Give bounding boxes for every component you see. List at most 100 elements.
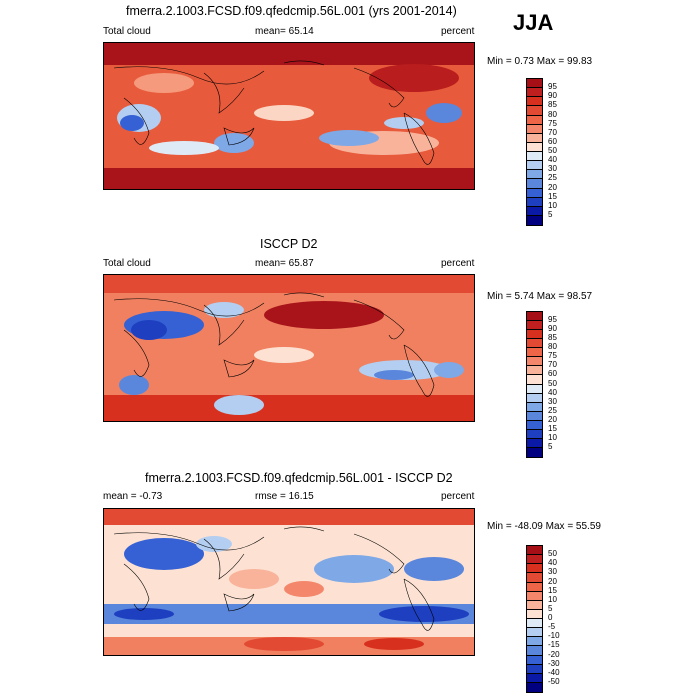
colorbar-tick-label: 15 [548, 585, 557, 595]
colorbar-tick-label: 75 [548, 118, 557, 128]
colorbar-swatch [527, 197, 542, 207]
panel3-map [103, 508, 475, 656]
panel1-units-label: percent [441, 26, 475, 37]
colorbar-swatch [527, 411, 542, 421]
colorbar-tick-label: 80 [548, 109, 557, 119]
colorbar-tick-label: 70 [548, 360, 557, 370]
colorbar-tick-label: 60 [548, 369, 557, 379]
colorbar-tick-label: 15 [548, 423, 557, 433]
panel3-title: fmerra.2.1003.FCSD.f09.qfedcmip.56L.001 … [145, 471, 453, 485]
colorbar-swatch [527, 115, 542, 125]
colorbar-tick-label: 50 [548, 549, 557, 559]
panel2-minmax: Min = 5.74 Max = 98.57 [487, 291, 593, 302]
colorbar-swatch [527, 161, 542, 171]
colorbar-tick-label: 90 [548, 324, 557, 334]
colorbar-tick-label: -30 [548, 658, 560, 668]
colorbar-swatch [527, 357, 542, 367]
panel1-map [103, 42, 475, 190]
colorbar-tick-label: 25 [548, 173, 557, 183]
colorbar-swatch [527, 133, 542, 143]
colorbar-swatch [527, 402, 542, 412]
colorbar-tick-label: 40 [548, 558, 557, 568]
colorbar-swatch [527, 348, 542, 358]
colorbar-swatch [527, 79, 542, 89]
colorbar-tick-label: 40 [548, 387, 557, 397]
colorbar-tick-label: 30 [548, 396, 557, 406]
colorbar-tick-label: 30 [548, 567, 557, 577]
colorbar-tick-label: -20 [548, 649, 560, 659]
colorbar-swatch [527, 447, 542, 457]
colorbar-tick-label: 50 [548, 378, 557, 388]
colorbar-tick-label: -40 [548, 667, 560, 677]
colorbar-swatch [527, 106, 542, 116]
colorbar-swatch [527, 619, 542, 629]
colorbar-swatch [527, 312, 542, 322]
colorbar-swatch [527, 420, 542, 430]
colorbar-tick-label: 95 [548, 315, 557, 325]
colorbar-swatch [527, 655, 542, 665]
colorbar-swatch [527, 179, 542, 189]
panel1-mean-label: mean= 65.14 [255, 26, 314, 37]
colorbar-swatch [527, 682, 542, 692]
colorbar-swatch [527, 555, 542, 565]
colorbar-swatch [527, 582, 542, 592]
colorbar-swatch [527, 609, 542, 619]
panel2-colorbar [526, 311, 543, 458]
colorbar-tick-label: 20 [548, 576, 557, 586]
colorbar-swatch [527, 646, 542, 656]
colorbar-tick-label: 75 [548, 351, 557, 361]
colorbar-swatch [527, 142, 542, 152]
colorbar-tick-label: 60 [548, 136, 557, 146]
colorbar-tick-label: -10 [548, 631, 560, 641]
colorbar-tick-label: 70 [548, 127, 557, 137]
colorbar-swatch [527, 564, 542, 574]
panel1-colorbar [526, 78, 543, 226]
panel3-units-label: percent [441, 491, 475, 502]
colorbar-swatch [527, 88, 542, 98]
colorbar-tick-label: 20 [548, 182, 557, 192]
colorbar-tick-label: 10 [548, 432, 557, 442]
panel2-mean-label: mean= 65.87 [255, 258, 314, 269]
colorbar-tick-label: 95 [548, 82, 557, 92]
colorbar-swatch [527, 673, 542, 683]
colorbar-swatch [527, 438, 542, 448]
panel2-title: ISCCP D2 [260, 237, 318, 251]
colorbar-tick-label: 30 [548, 164, 557, 174]
colorbar-tick-label: 85 [548, 100, 557, 110]
panel1-variable-label: Total cloud [103, 26, 151, 37]
colorbar-tick-label: 90 [548, 91, 557, 101]
colorbar-tick-label: 40 [548, 155, 557, 165]
colorbar-swatch [527, 375, 542, 385]
colorbar-tick-label: 80 [548, 342, 557, 352]
panel2-units-label: percent [441, 258, 475, 269]
colorbar-swatch [527, 429, 542, 439]
colorbar-tick-label: 5 [548, 441, 553, 451]
colorbar-swatch [527, 628, 542, 638]
colorbar-swatch [527, 170, 542, 180]
colorbar-tick-label: 10 [548, 594, 557, 604]
colorbar-tick-label: -15 [548, 640, 560, 650]
colorbar-swatch [527, 591, 542, 601]
colorbar-tick-label: -5 [548, 622, 556, 632]
panel2-variable-label: Total cloud [103, 258, 151, 269]
colorbar-swatch [527, 664, 542, 674]
colorbar-swatch [527, 339, 542, 349]
colorbar-tick-label: 50 [548, 146, 557, 155]
colorbar-swatch [527, 573, 542, 583]
colorbar-tick-label: 85 [548, 333, 557, 343]
colorbar-swatch [527, 546, 542, 556]
panel2-map [103, 274, 475, 422]
panel3-colorbar [526, 545, 543, 693]
colorbar-tick-label: 5 [548, 209, 553, 219]
panel3-mean-label: mean = -0.73 [103, 491, 163, 502]
colorbar-tick-label: 0 [548, 613, 553, 622]
colorbar-swatch [527, 97, 542, 107]
colorbar-tick-label: 15 [548, 191, 557, 201]
season-label: JJA [513, 10, 554, 35]
panel1-minmax: Min = 0.73 Max = 99.83 [487, 56, 593, 67]
colorbar-swatch [527, 321, 542, 331]
panel1-title: fmerra.2.1003.FCSD.f09.qfedcmip.56L.001 … [126, 4, 457, 18]
colorbar-tick-label: -50 [548, 676, 560, 686]
colorbar-tick-label: 10 [548, 200, 557, 210]
colorbar-swatch [527, 330, 542, 340]
